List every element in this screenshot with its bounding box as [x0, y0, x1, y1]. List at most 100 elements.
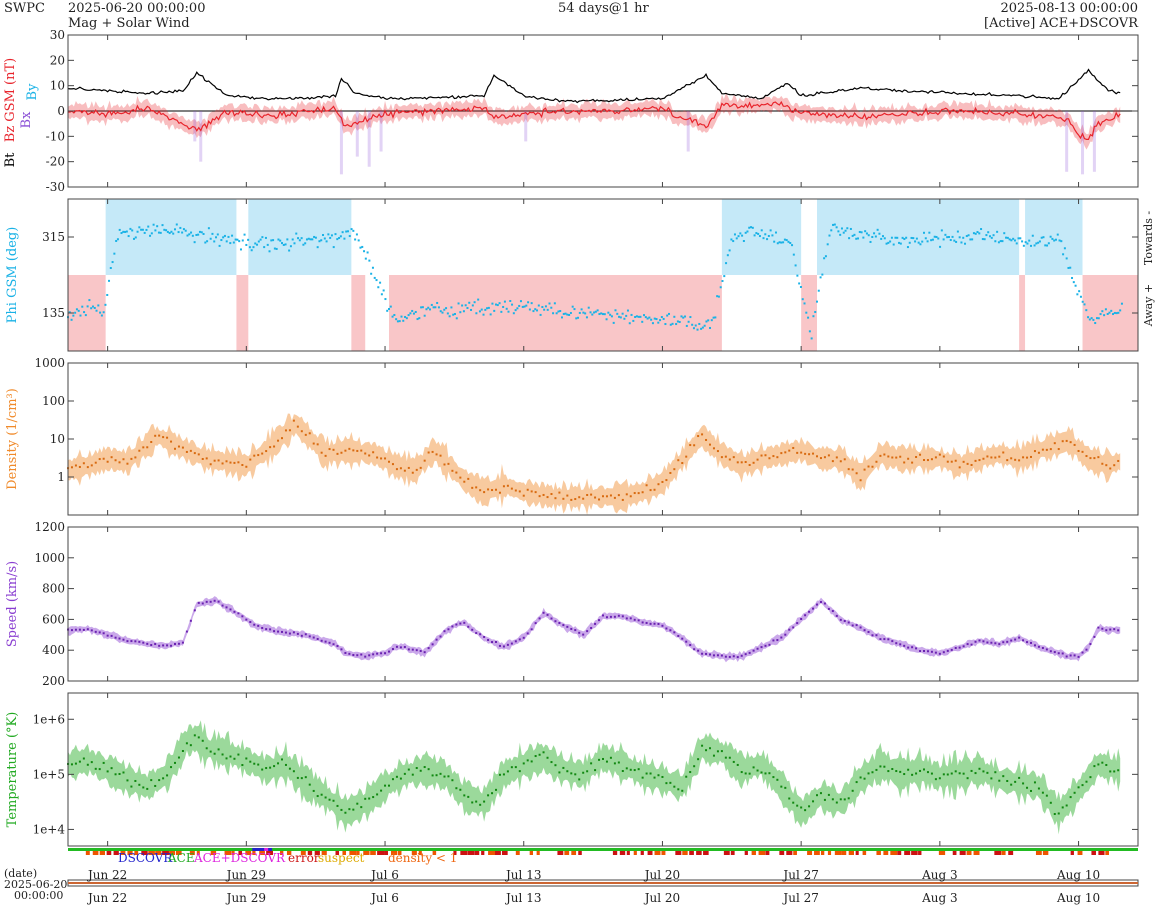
- phi-point: [363, 250, 366, 253]
- speed-point: [954, 646, 957, 649]
- phi-point: [659, 319, 662, 322]
- phi-point: [723, 275, 726, 278]
- phi-point: [785, 239, 788, 242]
- speed-ytick-label: 1000: [34, 551, 65, 565]
- temperature-point: [328, 798, 331, 801]
- temperature-point: [1101, 761, 1104, 764]
- phi-point: [651, 322, 654, 325]
- phi-point: [482, 313, 485, 316]
- temperature-point: [205, 747, 208, 750]
- phi-point: [1053, 239, 1056, 242]
- phi-point: [832, 223, 835, 226]
- speed-point: [273, 630, 276, 633]
- phi-point: [930, 239, 933, 242]
- phi-point: [746, 230, 749, 233]
- phi-point: [837, 230, 840, 233]
- speed-point: [792, 626, 795, 629]
- speed-point: [340, 648, 343, 651]
- speed-point: [348, 652, 351, 655]
- speed-point: [1037, 645, 1040, 648]
- phi-point: [858, 230, 861, 233]
- speed-point: [388, 650, 390, 653]
- speed-point: [514, 640, 517, 643]
- density-point: [181, 446, 184, 449]
- temperature-point: [594, 769, 597, 772]
- temperature-point: [487, 794, 490, 797]
- status-flag: [779, 851, 785, 855]
- phi-point: [457, 302, 460, 305]
- density-point: [839, 460, 842, 463]
- phi-point: [1003, 232, 1006, 235]
- density-point: [245, 465, 248, 468]
- phi-point: [266, 243, 269, 246]
- phi-sector-away: [1019, 275, 1026, 351]
- temperature-point: [819, 792, 822, 795]
- timeline-date-label: (date): [4, 867, 37, 880]
- phi-point: [357, 239, 360, 242]
- speed-point: [1117, 629, 1120, 632]
- phi-point: [664, 323, 667, 326]
- phi-point: [889, 240, 892, 243]
- phi-point: [634, 316, 637, 319]
- phi-point: [944, 233, 947, 236]
- phi-point: [100, 314, 103, 317]
- phi-point: [425, 308, 428, 311]
- phi-point: [343, 237, 346, 240]
- temperature-point: [463, 794, 466, 797]
- status-flag: [765, 851, 770, 855]
- temperature-point: [495, 788, 497, 791]
- density-point: [617, 494, 620, 497]
- temperature-point: [122, 771, 125, 774]
- temperature-point: [1030, 789, 1032, 792]
- phi-point: [318, 240, 321, 243]
- phi-point: [771, 234, 774, 237]
- phi-point: [115, 239, 118, 242]
- speed-point: [217, 600, 220, 603]
- speed-point: [158, 644, 161, 647]
- status-flag: [453, 851, 457, 855]
- density-point: [645, 484, 648, 487]
- xtick-label-top: Jul 20: [643, 868, 680, 882]
- bz-range-band: [68, 93, 1121, 150]
- phi-point: [1028, 239, 1031, 242]
- phi-point: [803, 302, 806, 305]
- status-flag: [633, 851, 637, 855]
- temperature-point: [265, 767, 268, 770]
- speed-point: [732, 655, 735, 658]
- temperature-point: [879, 765, 882, 768]
- phi-point: [709, 326, 711, 329]
- phi-point: [307, 237, 310, 240]
- temperature-point: [502, 773, 505, 776]
- density-point: [542, 493, 545, 496]
- temperature-point: [336, 804, 339, 807]
- legend-suspect: suspect: [318, 851, 365, 865]
- density-point: [760, 454, 763, 457]
- density-point: [364, 452, 367, 455]
- phi-point: [391, 315, 394, 318]
- speed-point: [867, 630, 870, 633]
- temperature-point: [411, 773, 414, 776]
- phi-point: [717, 295, 720, 298]
- temperature-point: [681, 789, 684, 792]
- phi-point: [484, 308, 487, 311]
- status-flag: [897, 851, 902, 855]
- phi-point: [207, 227, 210, 230]
- speed-point: [697, 649, 700, 652]
- phi-point: [1001, 240, 1004, 243]
- phi-point: [436, 301, 439, 304]
- phi-point: [234, 238, 237, 241]
- temperature-point: [816, 794, 818, 797]
- phi-point: [949, 239, 952, 242]
- phi-point: [621, 312, 624, 315]
- speed-point: [911, 646, 914, 649]
- phi-point: [750, 226, 753, 229]
- phi-point: [783, 238, 786, 241]
- phi-point: [459, 311, 462, 314]
- phi-point: [903, 238, 906, 241]
- density-point: [170, 440, 173, 443]
- phi-point: [537, 304, 540, 307]
- phi-point: [987, 231, 990, 234]
- status-flag: [238, 851, 243, 855]
- status-flag: [314, 851, 320, 855]
